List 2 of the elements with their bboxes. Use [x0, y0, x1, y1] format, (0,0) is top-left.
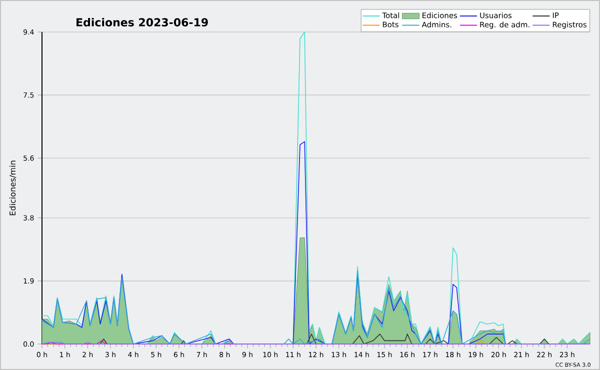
chart-title: Ediciones 2023-06-19: [76, 18, 208, 26]
y-axis-title: Ediciones/min: [9, 160, 16, 216]
